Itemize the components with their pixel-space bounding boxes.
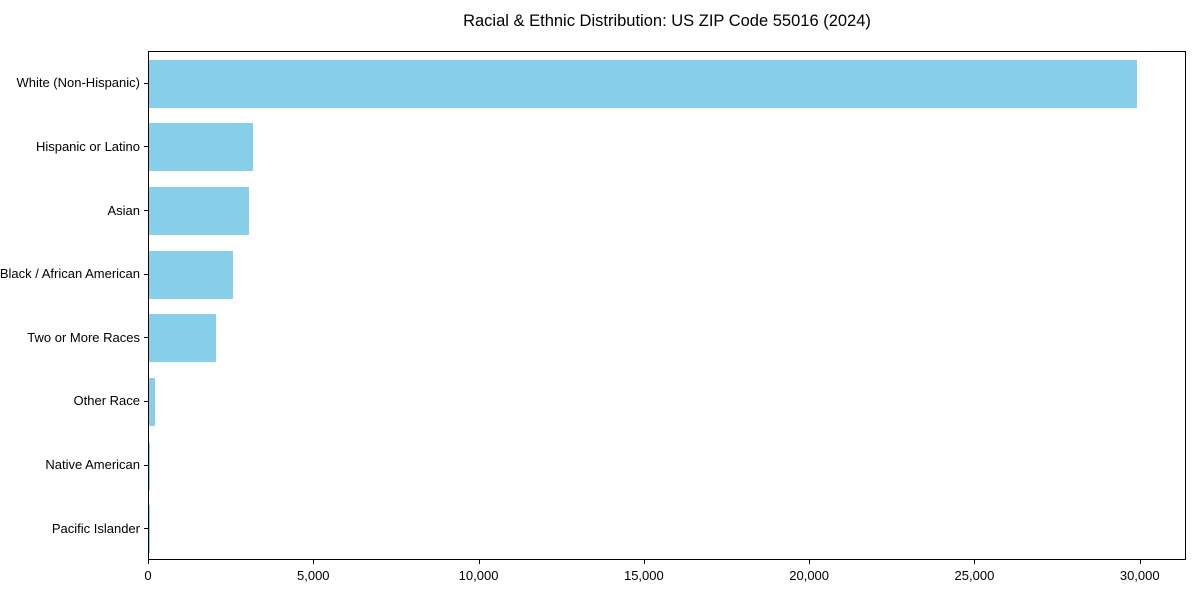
x-tick-label: 10,000 [458,568,499,583]
y-tick-label: Hispanic or Latino [35,139,140,154]
x-tick [313,560,314,564]
plot-area [148,51,1186,560]
x-tick [479,560,480,564]
x-tick-label: 15,000 [623,568,664,583]
x-tick-label: 30,000 [1119,568,1160,583]
y-tick [144,465,148,466]
bar [149,250,233,299]
x-tick [644,560,645,564]
y-tick [144,83,148,84]
x-tick [148,560,149,564]
y-tick [144,401,148,402]
y-tick-label: Native American [45,457,140,472]
y-tick [144,337,148,338]
x-tick [809,560,810,564]
x-tick-label: 20,000 [789,568,830,583]
y-tick-label: Pacific Islander [51,521,140,536]
y-tick-label: Other Race [73,393,140,408]
bar [149,377,156,426]
chart-title: Racial & Ethnic Distribution: US ZIP Cod… [463,12,871,30]
y-tick [144,210,148,211]
x-tick-label: 5,000 [297,568,330,583]
x-tick-label: 25,000 [954,568,995,583]
y-tick-label: White (Non-Hispanic) [16,75,140,90]
x-tick [1140,560,1141,564]
bar [149,59,1138,108]
bar [149,441,150,490]
y-tick [144,528,148,529]
bar [149,123,253,172]
x-tick [974,560,975,564]
y-tick [144,274,148,275]
y-tick-label: Two or More Races [27,330,140,345]
x-tick-label: 0 [144,568,152,583]
y-tick-label: Asian [107,203,140,218]
y-tick [144,146,148,147]
bar [149,187,249,236]
bar [149,314,216,363]
y-tick-label: Black / African American [0,266,140,281]
